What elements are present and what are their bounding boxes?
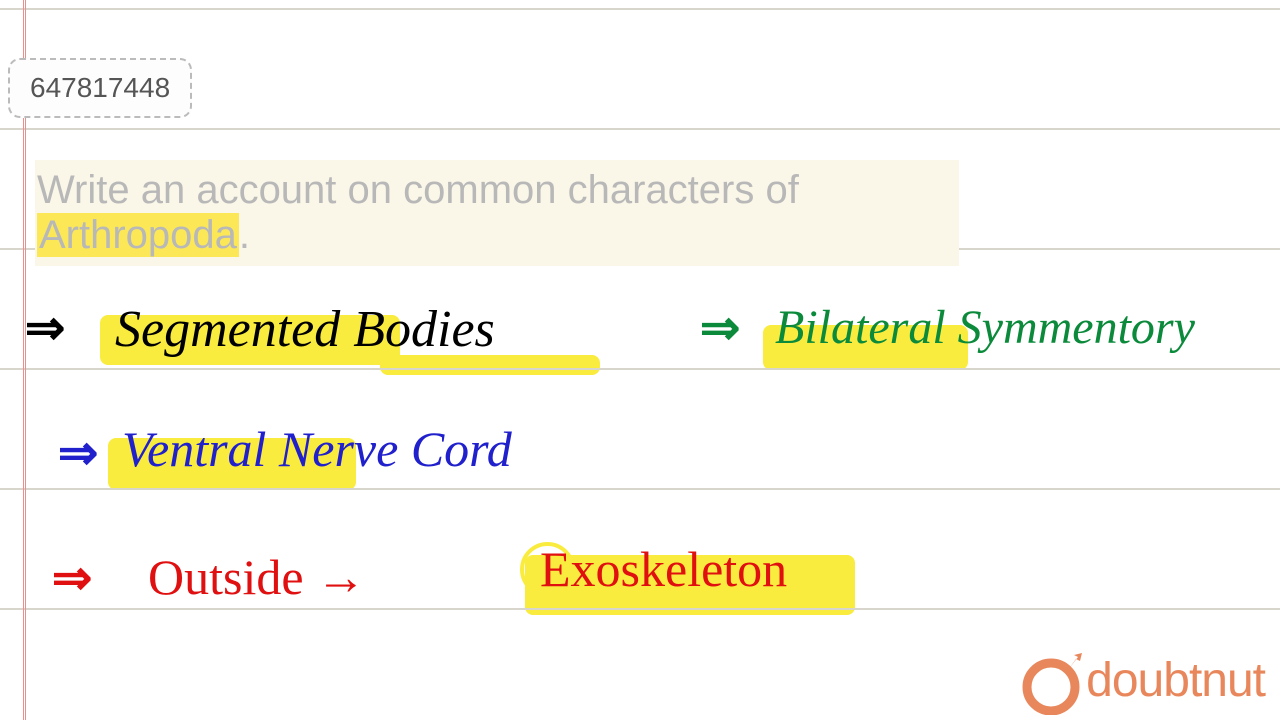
question-suffix: .: [239, 213, 250, 257]
question-highlighted-word: Arthropoda: [37, 213, 239, 257]
arrow-note1: ⇒: [25, 300, 65, 356]
note4-text-exoskeleton: Exoskeleton: [540, 540, 787, 598]
question-id: 647817448: [30, 72, 170, 103]
doubtnut-logo: doubtnut: [1016, 645, 1265, 715]
doubtnut-icon: [1016, 645, 1086, 715]
arrow-note3: ⇒: [58, 425, 98, 481]
doubtnut-text: doubtnut: [1086, 653, 1265, 708]
note4-text-outside: Outside →: [148, 548, 366, 606]
question-id-box: 647817448: [8, 58, 192, 118]
arrow-note4: ⇒: [52, 550, 92, 606]
note1-text: Segmented Bodies: [115, 300, 495, 359]
ruled-paper-background: [0, 0, 1280, 720]
note2-text: Bilateral Symmentory: [775, 300, 1195, 355]
question-text: Write an account on common characters of…: [35, 160, 959, 266]
arrow-note2: ⇒: [700, 300, 740, 356]
note3-text: Ventral Nerve Cord: [122, 420, 512, 478]
question-prefix: Write an account on common characters of: [37, 168, 799, 212]
